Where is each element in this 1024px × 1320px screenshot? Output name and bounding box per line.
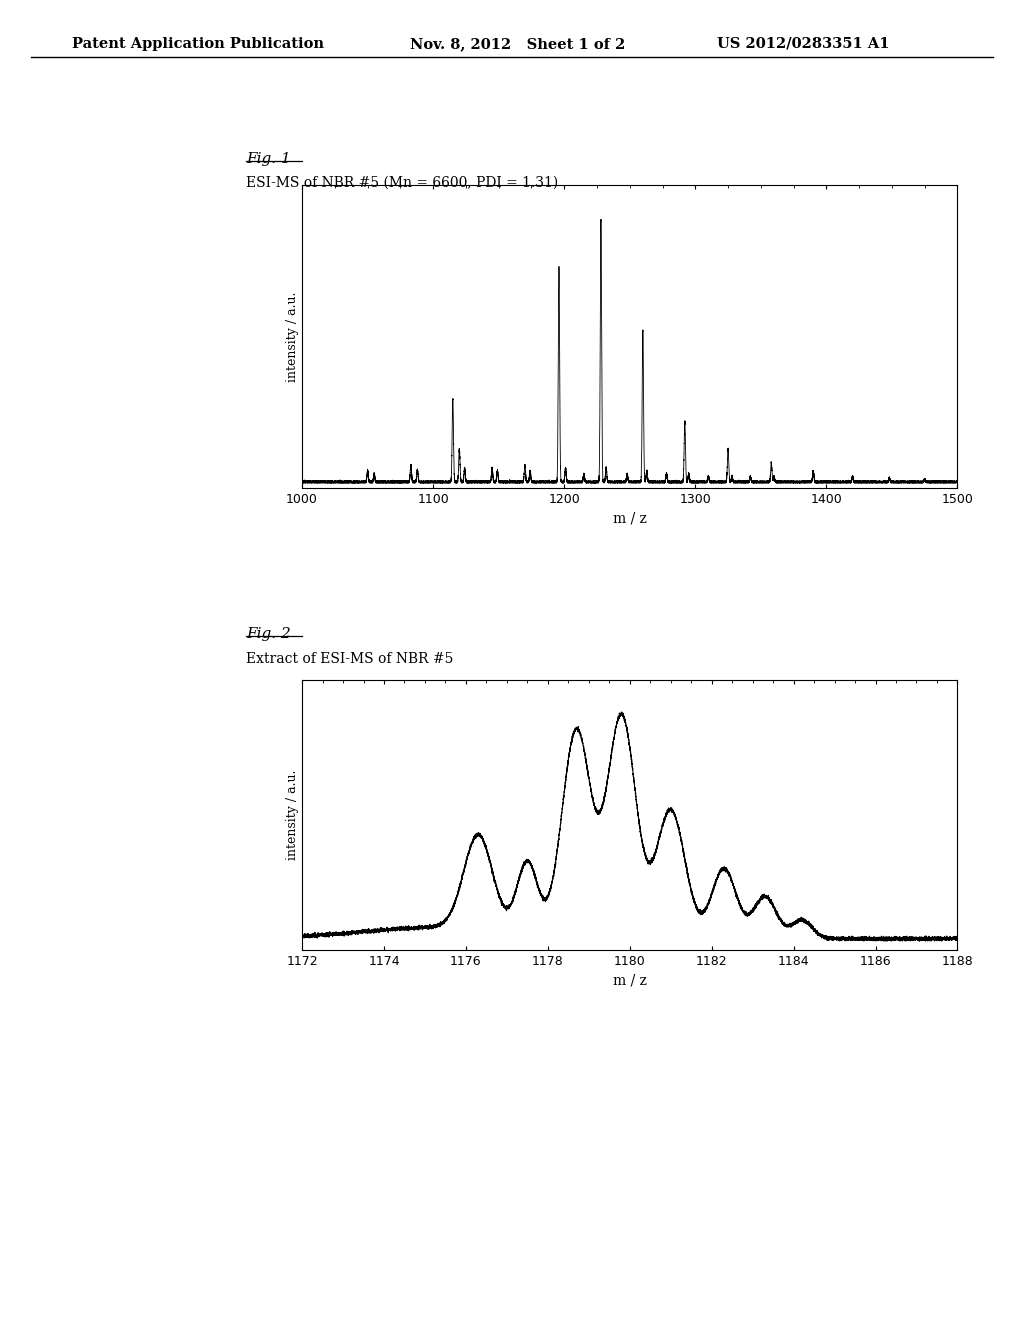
Text: Fig. 1: Fig. 1	[246, 152, 291, 166]
X-axis label: m / z: m / z	[612, 974, 647, 987]
Text: US 2012/0283351 A1: US 2012/0283351 A1	[717, 37, 889, 51]
Text: Nov. 8, 2012   Sheet 1 of 2: Nov. 8, 2012 Sheet 1 of 2	[410, 37, 625, 51]
Y-axis label: intensity / a.u.: intensity / a.u.	[287, 292, 299, 381]
Text: Patent Application Publication: Patent Application Publication	[72, 37, 324, 51]
Y-axis label: intensity / a.u.: intensity / a.u.	[287, 770, 299, 861]
X-axis label: m / z: m / z	[612, 512, 647, 525]
Text: Fig. 2: Fig. 2	[246, 627, 291, 642]
Text: Extract of ESI-MS of NBR #5: Extract of ESI-MS of NBR #5	[246, 652, 454, 667]
Text: ESI-MS of NBR #5 (Mn = 6600, PDI = 1.31): ESI-MS of NBR #5 (Mn = 6600, PDI = 1.31)	[246, 176, 558, 190]
